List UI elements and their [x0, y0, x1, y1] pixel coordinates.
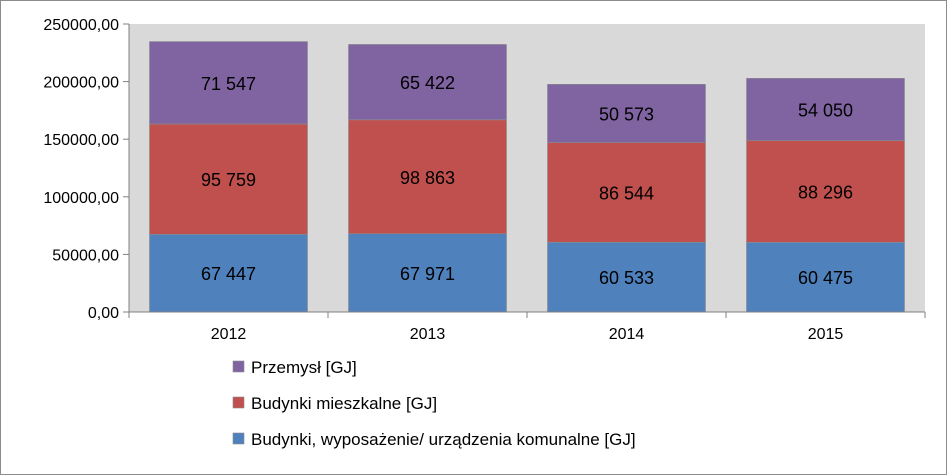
- data-label: 60 475: [798, 268, 853, 288]
- data-label: 88 296: [798, 182, 853, 202]
- x-tick-label: 2013: [410, 326, 446, 343]
- bar-segment: [348, 119, 507, 234]
- bar-segment: [149, 123, 308, 235]
- legend-swatch: [232, 432, 245, 445]
- bar-segment: [746, 140, 905, 243]
- legend-label: Budynki, wyposażenie/ urządzenia komunal…: [251, 430, 636, 449]
- x-tick-label: 2012: [211, 326, 247, 343]
- data-label: 50 573: [599, 104, 654, 124]
- data-label: 71 547: [201, 74, 256, 94]
- y-tick-label: 50000,00: [52, 247, 119, 264]
- legend-label: Budynki mieszkalne [GJ]: [251, 394, 437, 413]
- data-label: 95 759: [201, 170, 256, 190]
- x-tick-label: 2014: [609, 326, 645, 343]
- bar-segment: [746, 78, 905, 141]
- y-tick-label: 150000,00: [43, 132, 119, 149]
- bar-segment: [746, 242, 905, 313]
- data-label: 98 863: [400, 168, 455, 188]
- y-tick-label: 0,00: [88, 305, 119, 322]
- x-tick-label: 2015: [808, 326, 844, 343]
- y-tick-label: 200000,00: [43, 75, 119, 92]
- legend-label: Przemysł [GJ]: [251, 358, 357, 377]
- y-tick-label: 100000,00: [43, 190, 119, 207]
- bar-segment: [149, 41, 308, 125]
- bar-segment: [348, 233, 507, 313]
- data-label: 54 050: [798, 100, 853, 120]
- bar-segment: [547, 142, 706, 243]
- y-tick-label: 250000,00: [43, 17, 119, 34]
- bar-segment: [547, 84, 706, 143]
- data-label: 67 447: [201, 264, 256, 284]
- bar-segment: [547, 241, 706, 313]
- bar-segment: [348, 44, 507, 121]
- legend-swatch: [232, 396, 245, 409]
- bar-segment: [149, 234, 308, 313]
- data-label: 86 544: [599, 183, 654, 203]
- data-label: 60 533: [599, 268, 654, 288]
- legend-swatch: [232, 360, 245, 373]
- data-label: 67 971: [400, 264, 455, 284]
- data-label: 65 422: [400, 73, 455, 93]
